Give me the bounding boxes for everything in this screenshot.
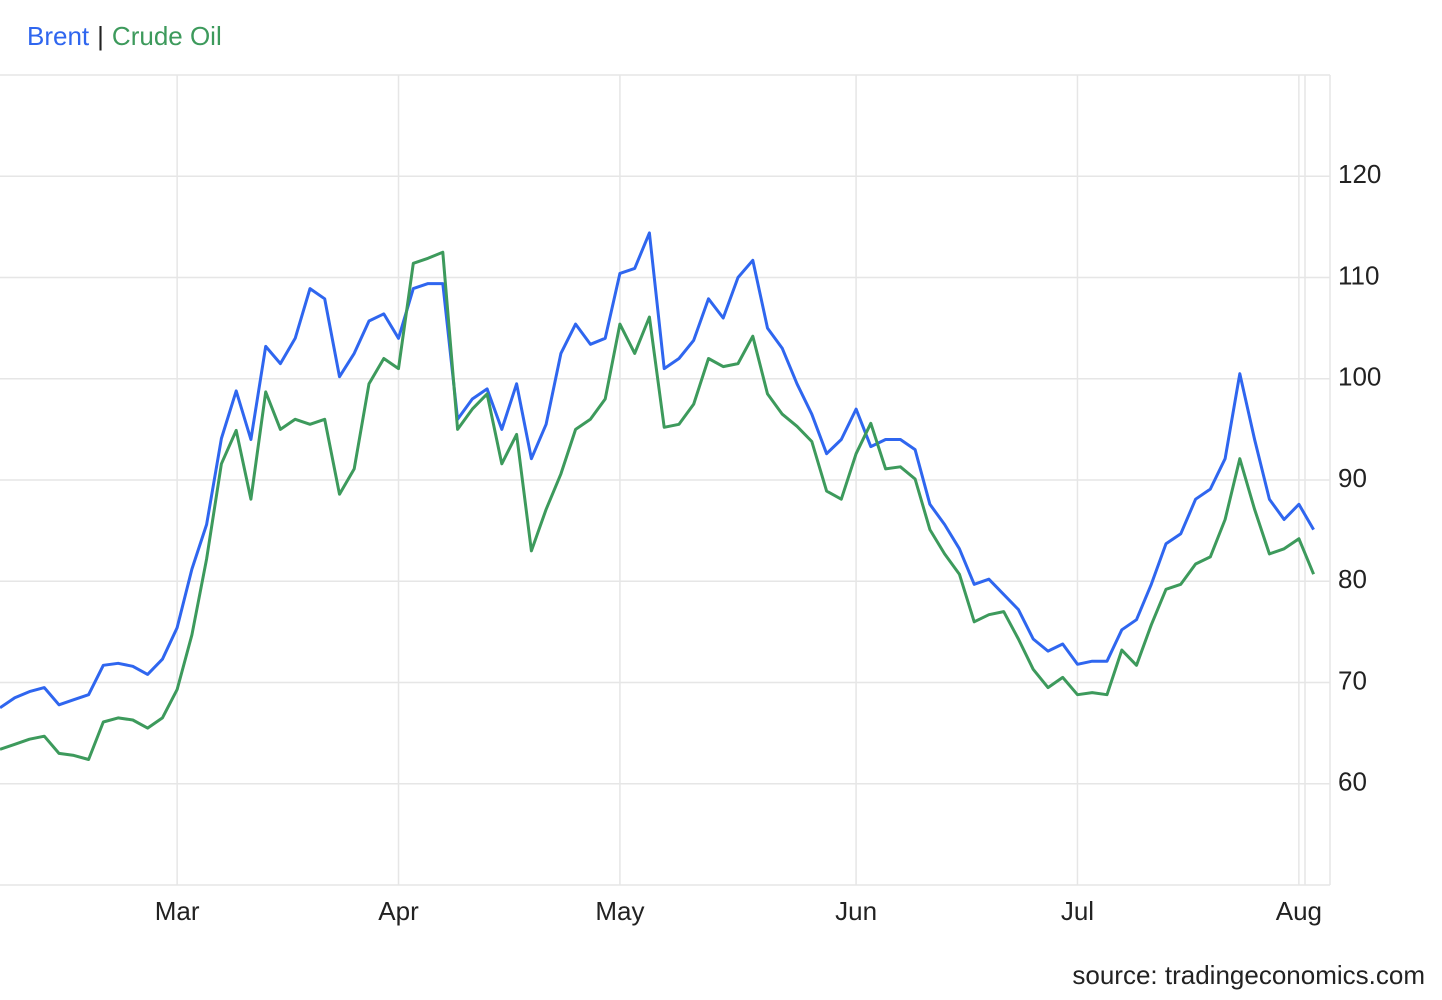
legend-separator: | (97, 21, 104, 51)
x-tick-label: Jun (835, 896, 877, 926)
y-tick-label: 70 (1338, 665, 1367, 695)
x-tick-label: Jul (1061, 896, 1094, 926)
y-tick-label: 110 (1338, 260, 1379, 290)
source: source: tradingeconomics.com (1072, 960, 1425, 990)
line-series (0, 231, 1315, 710)
y-tick-label: 100 (1338, 362, 1381, 392)
legend: Brent | Crude Oil (27, 21, 222, 51)
y-tick-label: 90 (1338, 463, 1367, 493)
legend-entry: Crude Oil (112, 21, 222, 51)
x-tick-label: Mar (155, 896, 200, 926)
y-tick-label: 120 (1338, 159, 1381, 189)
x-tick-label: Aug (1276, 896, 1322, 926)
x-tick-label: Apr (378, 896, 419, 926)
legend-entry: Brent (27, 21, 90, 51)
y-tick-label: 80 (1338, 564, 1367, 594)
line-series (0, 250, 1315, 761)
x-tick-label: May (595, 896, 644, 926)
y-tick-label: 60 (1338, 767, 1367, 797)
